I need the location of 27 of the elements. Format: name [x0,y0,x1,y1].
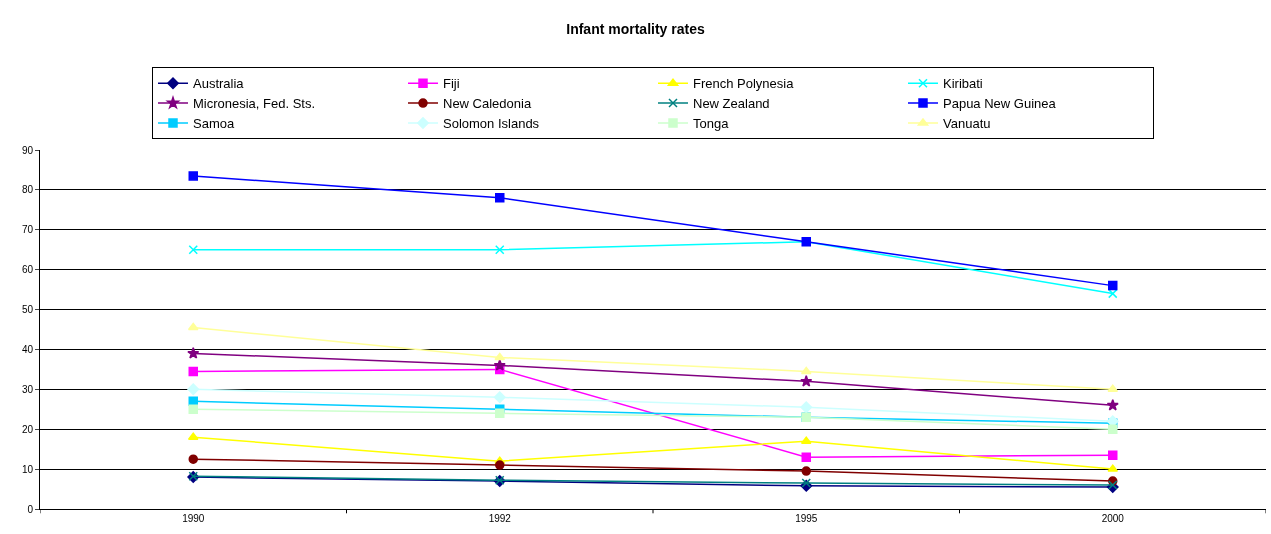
x-tick-label: 2000 [1101,513,1125,524]
y-tick-label: 90 [21,144,34,156]
x-tick-label: 1992 [488,513,512,524]
y-tick-label: 10 [21,463,34,475]
x-tick-label: 1990 [182,513,205,524]
legend-label: Tonga [693,116,730,132]
y-tick-label: 0 [27,503,34,515]
x-tick-label: 1995 [795,513,818,524]
legend-label: Kiribati [943,76,983,92]
chart-title: Infant mortality rates [566,20,705,37]
legend-label: Fiji [443,76,460,92]
y-tick-label: 40 [21,343,34,355]
y-tick-label: 60 [21,264,34,276]
legend-label: Solomon Islands [443,116,540,132]
y-tick-label: 30 [21,383,34,395]
y-tick-label: 70 [21,224,34,236]
y-tick-label: 50 [21,304,34,316]
legend-label: New Caledonia [443,96,532,112]
legend-label: Samoa [193,116,235,132]
legend-label: Papua New Guinea [943,96,1057,112]
legend-label: New Zealand [693,96,770,112]
y-tick-label: 20 [21,423,34,435]
legend-label: French Polynesia [693,76,795,92]
legend-label: Australia [193,76,245,92]
legend-label: Micronesia, Fed. Sts. [193,96,316,112]
legend-label: Vanuatu [943,116,991,132]
y-tick-label: 80 [21,184,34,196]
